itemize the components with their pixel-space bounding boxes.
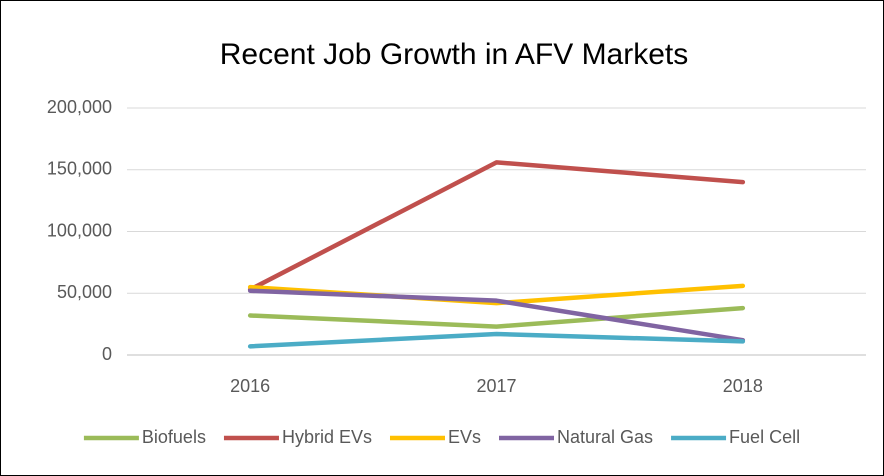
legend-label: Biofuels [142, 427, 206, 447]
series-line [247, 160, 746, 292]
series-line [247, 305, 746, 329]
y-tick-label: 0 [102, 344, 112, 364]
legend-label: Natural Gas [557, 427, 653, 447]
legend-label: Hybrid EVs [282, 427, 372, 447]
legend-label: EVs [448, 427, 481, 447]
x-tick-label: 2017 [476, 376, 516, 396]
x-tick-label: 2016 [230, 376, 270, 396]
y-tick-label: 100,000 [47, 220, 112, 240]
series-line [247, 288, 746, 343]
series-line [247, 331, 746, 349]
x-tick-label: 2018 [723, 376, 763, 396]
chart-title: Recent Job Growth in AFV Markets [220, 38, 689, 71]
y-tick-label: 200,000 [47, 97, 112, 117]
y-tick-label: 150,000 [47, 159, 112, 179]
y-tick-label: 50,000 [57, 282, 112, 302]
legend-label: Fuel Cell [729, 427, 800, 447]
